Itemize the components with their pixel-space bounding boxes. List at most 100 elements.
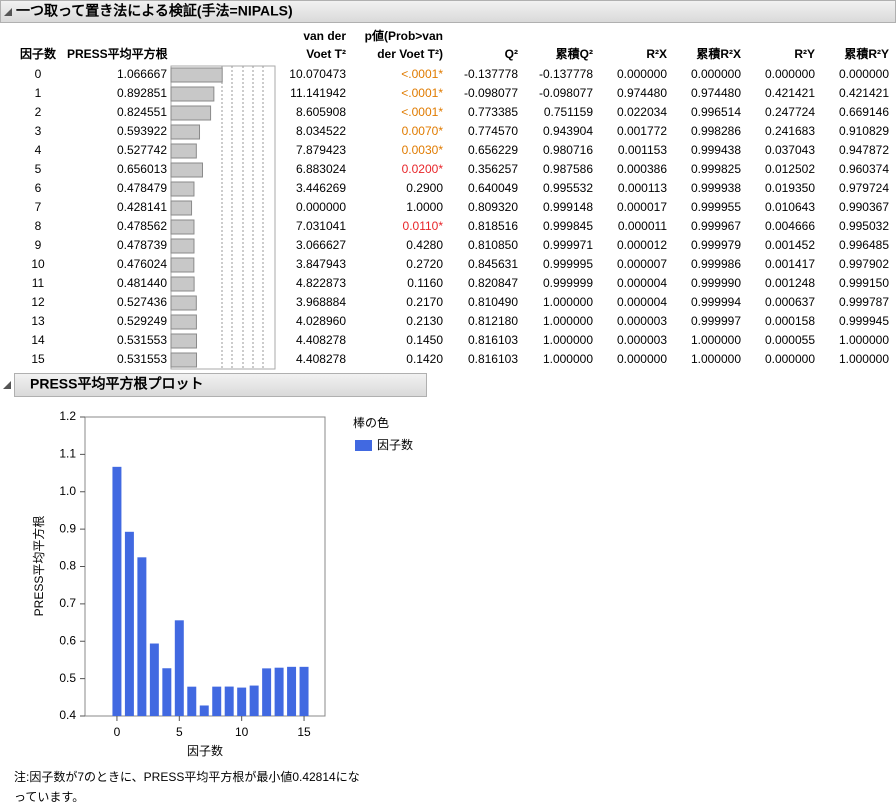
table-cell: 0.997902 (839, 257, 889, 271)
table-cell: 0.816103 (468, 352, 518, 366)
table-cell: 0.481440 (117, 276, 167, 290)
table-cell: 0.0200* (402, 162, 444, 176)
mini-bar (170, 162, 203, 178)
table-cell: 0.000004 (617, 276, 667, 290)
table-cell: 0.531553 (117, 333, 167, 347)
table-cell: 0.000000 (617, 352, 667, 366)
table-cell: 0.478562 (117, 219, 167, 233)
bar (187, 686, 197, 716)
table-cell: 0.000000 (691, 67, 741, 81)
table-cell: 14 (31, 333, 45, 347)
table-cell: 0.816103 (468, 333, 518, 347)
table-cell: 1.000000 (543, 295, 593, 309)
table-cell: 0.999825 (691, 162, 741, 176)
table-cell: 10 (31, 257, 45, 271)
table-cell: 0.000113 (618, 181, 667, 195)
table-cell: 0.810490 (468, 295, 518, 309)
mini-bar (170, 295, 197, 311)
table-cell: 0.999955 (691, 200, 741, 214)
table-cell: 0.000000 (839, 67, 889, 81)
table-cell: 0.669146 (839, 105, 889, 119)
table-cell: 0.640049 (468, 181, 518, 195)
table-cell: 7 (35, 200, 42, 214)
column-header: Q² (505, 47, 518, 61)
table-cell: 0.999994 (691, 295, 741, 309)
note-line: 注:因子数が7のときに、PRESS平均平方根が最小値0.42814にな (14, 769, 360, 784)
table-cell: 8 (35, 219, 42, 233)
bar (149, 643, 159, 716)
table-cell: 0.910829 (839, 124, 889, 138)
mini-bar (170, 333, 198, 349)
table-cell: 0.476024 (117, 257, 167, 271)
table-cell: 0.000000 (765, 352, 815, 366)
table-cell: 0.996485 (839, 238, 889, 252)
table-cell: 0.0030* (402, 143, 444, 157)
y-tick-label: 1.1 (59, 447, 76, 461)
table-cell: 0.999148 (543, 200, 593, 214)
table-cell: 0.000158 (765, 314, 815, 328)
bar (124, 531, 134, 716)
table-cell: 1.000000 (839, 333, 889, 347)
table-cell: 0.478739 (117, 238, 167, 252)
y-tick-label: 0.5 (59, 671, 76, 685)
table-cell: 0.001153 (618, 143, 667, 157)
table-cell: 0.998286 (691, 124, 741, 138)
table-cell: 1.000000 (839, 352, 889, 366)
table-cell: 0.001417 (765, 257, 815, 271)
table-cell: 0.995032 (839, 219, 889, 233)
mini-bar (170, 314, 197, 330)
table-cell: 0.999438 (691, 143, 741, 157)
disclosure-icon[interactable] (4, 8, 12, 16)
table-cell: 0.428141 (117, 200, 167, 214)
section-header[interactable] (14, 373, 427, 397)
table-cell: 0.773385 (468, 105, 518, 119)
y-tick-label: 1.2 (59, 409, 76, 423)
table-cell: 0 (35, 67, 42, 81)
table-cell: <.0001* (401, 67, 443, 81)
x-tick-label: 10 (235, 725, 249, 739)
table-cell: 1.066667 (117, 67, 167, 81)
table-cell: 9 (35, 238, 42, 252)
bar-column-frame (170, 65, 276, 370)
table-cell: 0.999990 (691, 276, 741, 290)
table-cell: 1 (35, 86, 42, 100)
legend-title: 棒の色 (353, 416, 389, 430)
table-cell: 0.004666 (765, 219, 815, 233)
table-cell: 6.883024 (296, 162, 346, 176)
bar (162, 668, 172, 716)
disclosure-icon[interactable] (3, 381, 11, 389)
column-header: 累積R²X (696, 46, 741, 61)
table-cell: 12 (31, 295, 45, 309)
column-header: Voet T² (306, 47, 346, 61)
table-cell: 1.000000 (543, 314, 593, 328)
table-cell: 0.527742 (117, 143, 167, 157)
table-cell: 0.478479 (117, 181, 167, 195)
table-cell: 0.999999 (543, 276, 593, 290)
report-title: 一つ取って置き法による検証(手法=NIPALS) (16, 3, 293, 19)
table-cell: 4 (35, 143, 42, 157)
table-cell: 0.990367 (839, 200, 889, 214)
table-cell: 0.974480 (691, 86, 741, 100)
table-cell: 0.022034 (617, 105, 667, 119)
bar (224, 686, 234, 716)
y-tick-label: 1.0 (59, 484, 76, 498)
table-cell: 0.999967 (691, 219, 741, 233)
table-cell: 8.034522 (296, 124, 346, 138)
table-cell: 0.000055 (765, 333, 815, 347)
y-tick-label: 0.6 (59, 633, 76, 647)
x-tick-label: 5 (176, 725, 183, 739)
table-cell: 0.943904 (543, 124, 593, 138)
table-cell: 0.000007 (617, 257, 667, 271)
table-cell: 7.879423 (296, 143, 346, 157)
y-tick-label: 0.8 (59, 559, 76, 573)
table-cell: 0.979724 (839, 181, 889, 195)
table-cell: 0.000003 (617, 314, 667, 328)
table-cell: 0.999995 (543, 257, 593, 271)
table-cell: 5 (35, 162, 42, 176)
table-cell: 0.000012 (617, 238, 667, 252)
table-cell: 3.968884 (296, 295, 346, 309)
table-cell: 13 (31, 314, 45, 328)
mini-bar (170, 143, 197, 159)
bar (287, 666, 297, 716)
